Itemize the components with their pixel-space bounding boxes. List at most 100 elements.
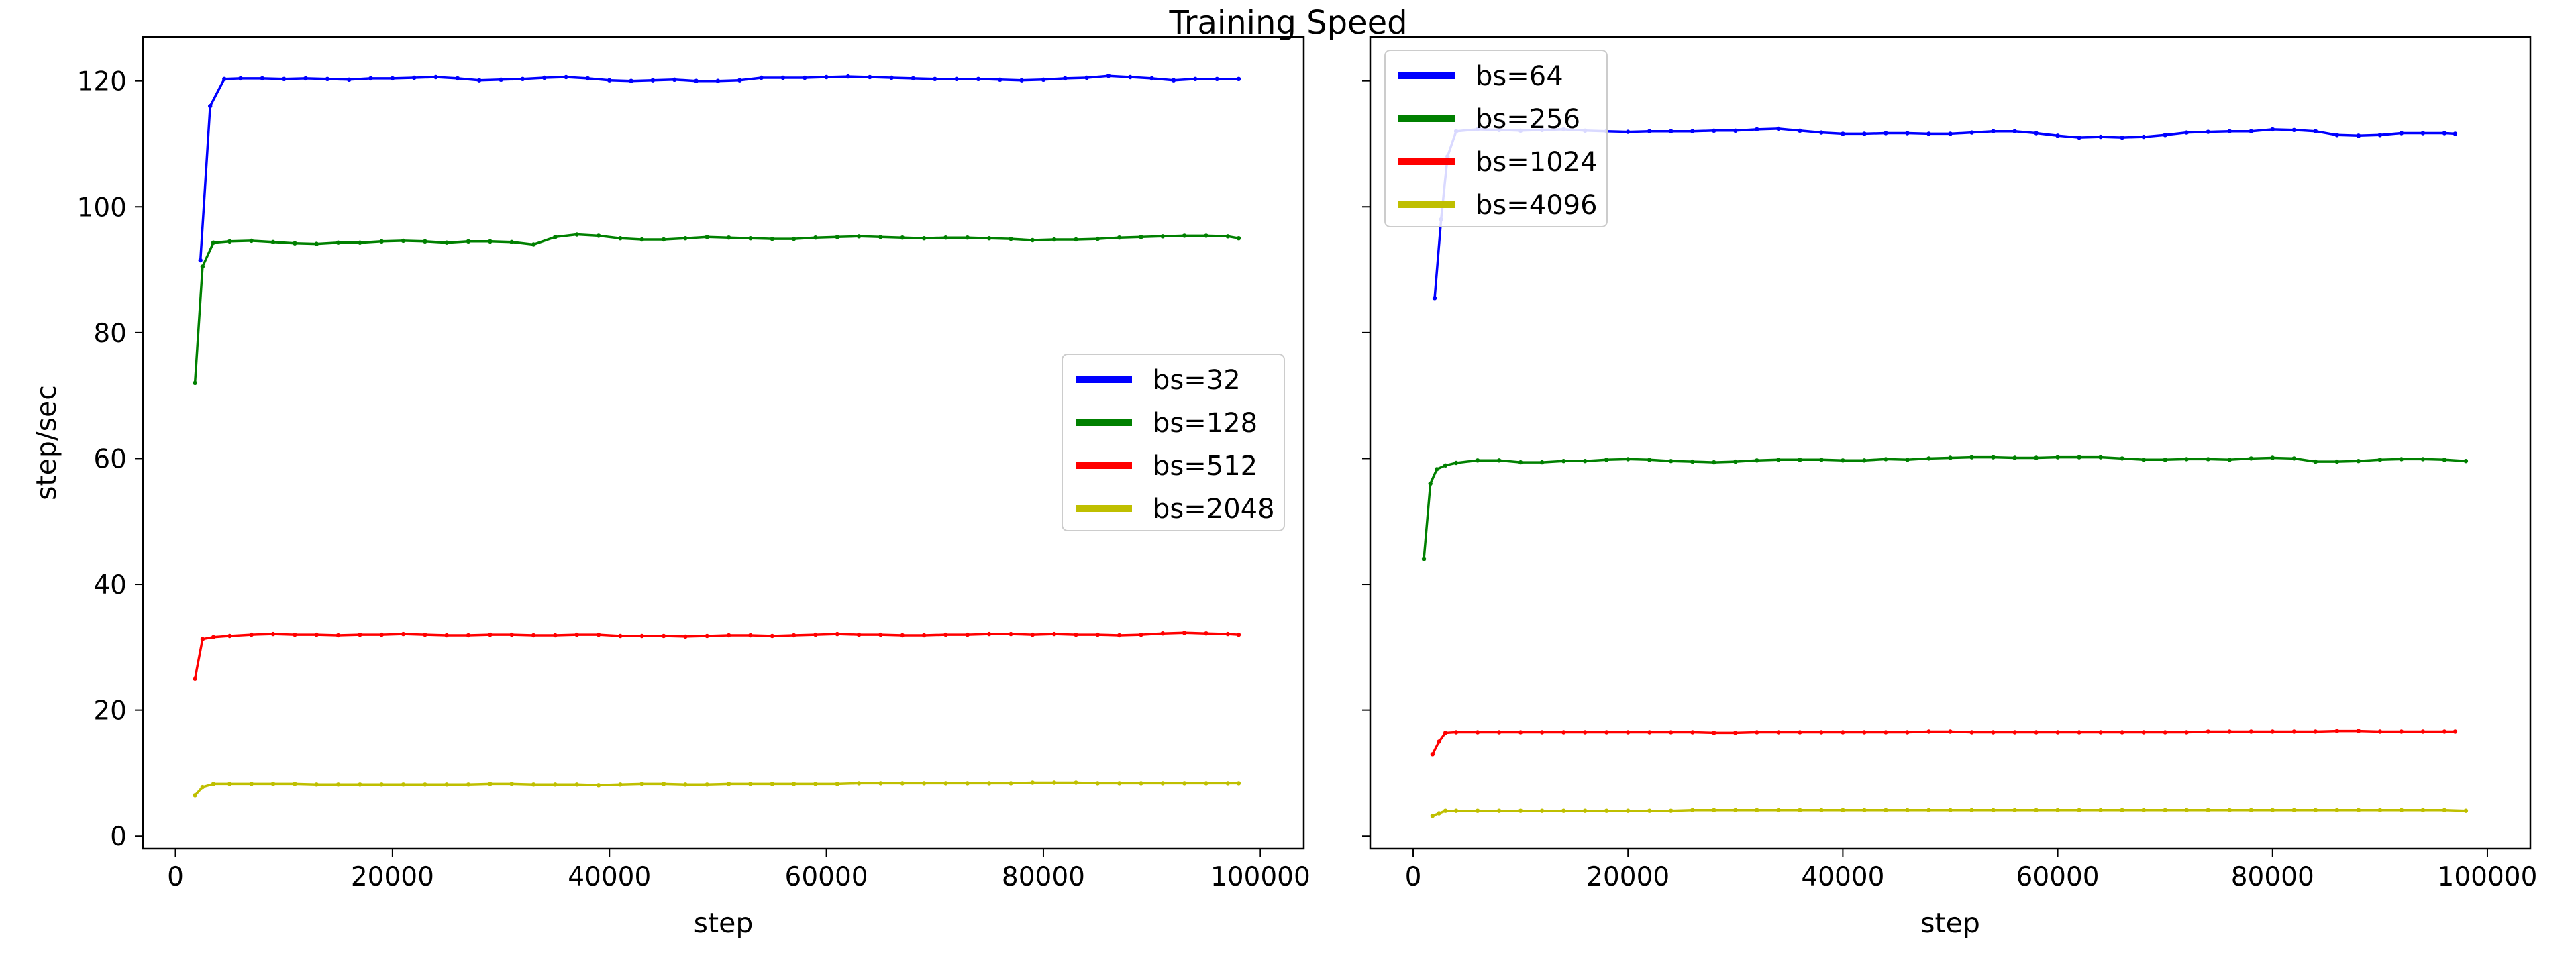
x-tick-label: 100000 — [1210, 862, 1310, 892]
data-point — [2184, 808, 2189, 813]
data-point — [200, 784, 205, 790]
data-point — [1583, 730, 1588, 735]
data-point — [2399, 131, 2404, 136]
data-point — [282, 76, 287, 82]
data-point — [845, 74, 851, 79]
data-point — [2077, 135, 2081, 140]
data-point — [1669, 459, 1673, 464]
data-point — [965, 235, 970, 240]
series-bs-1024 — [1430, 729, 2458, 757]
data-point — [2055, 455, 2060, 460]
data-point — [1428, 481, 1433, 486]
axes-frame — [142, 36, 1305, 850]
data-point — [1432, 296, 1437, 301]
data-point — [1862, 730, 1867, 735]
data-point — [1561, 459, 1566, 464]
data-point — [813, 782, 818, 786]
data-point — [2141, 808, 2146, 813]
data-point — [2356, 459, 2361, 464]
data-point — [531, 782, 536, 787]
data-point — [198, 258, 203, 263]
data-point — [574, 632, 579, 637]
data-point — [1171, 78, 1176, 83]
data-point — [1084, 75, 1089, 80]
data-point — [759, 75, 764, 80]
data-point — [607, 78, 612, 83]
data-point — [1776, 458, 1781, 462]
data-point — [423, 239, 427, 244]
data-point — [1117, 781, 1122, 786]
data-point — [1626, 457, 1631, 462]
data-point — [1139, 235, 1143, 239]
data-point — [2184, 130, 2189, 135]
series-bs-32 — [198, 74, 1241, 263]
data-point — [2184, 730, 2189, 735]
data-point — [2077, 808, 2081, 813]
data-point — [1733, 128, 1738, 133]
data-point — [2163, 458, 2167, 462]
data-point — [1647, 730, 1652, 735]
data-point — [2377, 458, 2383, 462]
y-tick-label: 120 — [77, 67, 127, 97]
data-point — [1647, 808, 1652, 813]
data-point — [780, 75, 786, 80]
data-point — [1841, 808, 1845, 813]
data-point — [2249, 456, 2253, 461]
y-tick-label: 60 — [93, 444, 127, 474]
data-point — [1160, 631, 1166, 636]
data-point — [2034, 730, 2039, 735]
data-point — [585, 76, 590, 81]
data-point — [2334, 133, 2339, 138]
data-point — [1776, 808, 1781, 813]
data-point — [1776, 730, 1781, 735]
data-point — [531, 242, 536, 247]
series-bs-512 — [193, 631, 1241, 681]
data-point — [2098, 134, 2103, 140]
data-point — [596, 783, 601, 788]
data-point — [444, 633, 449, 638]
data-point — [466, 239, 471, 244]
data-point — [2055, 730, 2060, 735]
data-point — [2356, 729, 2361, 733]
data-point — [2163, 133, 2167, 138]
data-point — [618, 633, 623, 639]
data-point — [1225, 781, 1231, 786]
data-point — [1647, 129, 1652, 133]
data-point — [2420, 808, 2426, 813]
data-point — [2442, 808, 2447, 813]
data-point — [347, 77, 352, 83]
data-point — [1437, 811, 1441, 816]
data-point — [1430, 752, 1435, 757]
data-point — [1236, 236, 1241, 241]
x-tick-label: 20000 — [351, 862, 434, 892]
data-point — [488, 239, 493, 244]
data-point — [1051, 780, 1057, 785]
x-tick-label: 100000 — [2438, 862, 2538, 892]
data-point — [770, 236, 775, 241]
data-point — [2249, 129, 2253, 133]
data-point — [2356, 133, 2361, 138]
x-tick-label: 80000 — [1002, 862, 1085, 892]
data-point — [639, 782, 644, 786]
data-point — [1539, 808, 1545, 813]
data-point — [2270, 127, 2275, 132]
data-point — [2453, 729, 2458, 734]
data-point — [1443, 731, 1448, 735]
data-point — [1841, 458, 1845, 463]
data-point — [390, 76, 395, 81]
data-point — [835, 631, 840, 637]
x-tick-label: 60000 — [785, 862, 868, 892]
data-point — [2077, 455, 2081, 460]
data-point — [2399, 808, 2404, 813]
data-point — [2206, 729, 2210, 734]
data-point — [705, 633, 709, 639]
data-point — [791, 782, 796, 786]
data-point — [1019, 78, 1024, 83]
data-point — [943, 781, 948, 786]
data-point — [488, 782, 493, 786]
data-point — [726, 633, 731, 638]
data-point — [943, 235, 948, 240]
data-point — [737, 78, 742, 83]
data-point — [1733, 731, 1738, 735]
data-point — [270, 631, 276, 637]
